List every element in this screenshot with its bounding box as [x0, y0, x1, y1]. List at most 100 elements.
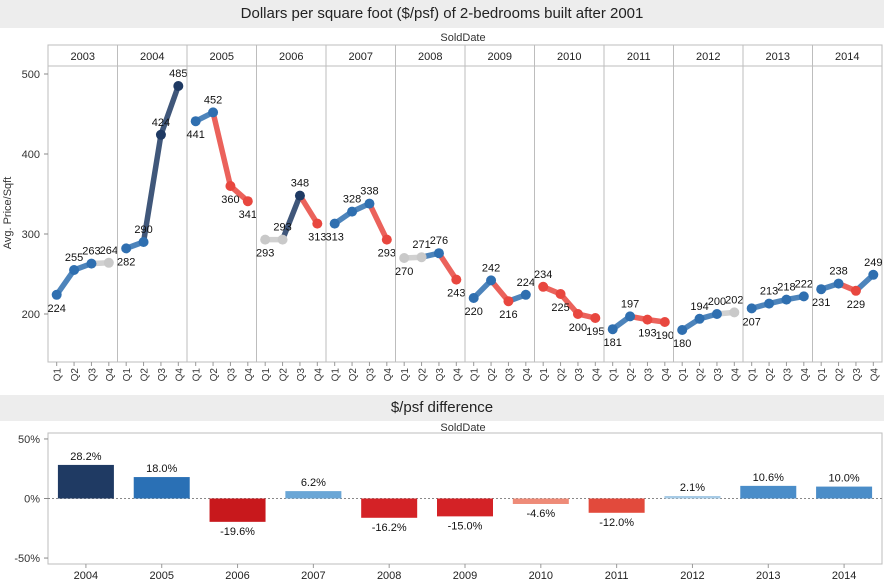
- bar: [57, 464, 114, 499]
- data-label: 452: [204, 94, 222, 106]
- year-header: 2012: [696, 51, 720, 63]
- data-point: [242, 196, 253, 207]
- quarter-label: Q4: [383, 368, 394, 382]
- data-label: 193: [638, 328, 656, 340]
- data-point: [816, 284, 827, 295]
- quarter-label: Q1: [261, 368, 272, 382]
- bar-category-label: 2014: [832, 570, 856, 582]
- data-label: 313: [308, 232, 326, 244]
- data-point: [312, 218, 323, 229]
- data-point: [607, 324, 618, 335]
- data-point: [486, 275, 497, 286]
- data-point: [103, 257, 114, 268]
- data-label: 216: [499, 309, 517, 321]
- data-label: 243: [447, 288, 465, 300]
- bar-value-label: -15.0%: [448, 520, 483, 532]
- y-axis-label: Avg. Price/Sqft: [2, 177, 14, 250]
- quarter-label: Q1: [748, 368, 759, 382]
- data-point: [381, 234, 392, 245]
- data-label: 485: [169, 68, 187, 80]
- bar-value-label: 18.0%: [146, 463, 177, 475]
- quarter-label: Q3: [157, 368, 168, 382]
- year-header: 2004: [140, 51, 164, 63]
- data-point: [208, 107, 219, 118]
- quarter-label: Q1: [470, 368, 481, 382]
- quarter-label: Q2: [140, 368, 151, 382]
- quarter-label: Q4: [591, 368, 602, 382]
- data-point: [711, 309, 722, 319]
- data-point: [225, 181, 236, 191]
- data-point: [850, 285, 861, 296]
- bar: [588, 498, 645, 513]
- quarter-label: Q4: [522, 368, 533, 382]
- data-label: 264: [100, 245, 118, 257]
- data-point: [433, 248, 444, 259]
- bar: [740, 485, 797, 499]
- bar-y-tick-label: -50%: [14, 553, 40, 565]
- bar-value-label: 10.0%: [828, 473, 859, 485]
- data-label: 200: [708, 296, 726, 308]
- data-label: 360: [221, 194, 239, 206]
- bar-category-label: 2009: [453, 570, 477, 582]
- quarter-label: Q3: [365, 368, 376, 382]
- year-header: 2005: [210, 51, 234, 63]
- data-label: 195: [586, 326, 604, 338]
- data-label: 271: [412, 239, 430, 251]
- bar: [209, 498, 266, 522]
- quarter-label: Q2: [279, 368, 290, 382]
- data-label: 229: [847, 299, 865, 311]
- bar-category-label: 2006: [225, 570, 249, 582]
- data-point: [51, 289, 62, 300]
- data-point: [347, 206, 358, 217]
- quarter-label: Q1: [53, 368, 64, 382]
- data-label: 224: [48, 303, 66, 315]
- quarter-label: Q1: [539, 368, 550, 382]
- bar-value-label: -4.6%: [526, 508, 555, 520]
- bar-value-label: -12.0%: [599, 517, 634, 529]
- data-label: 238: [829, 266, 847, 278]
- data-point: [364, 198, 375, 209]
- data-point: [729, 307, 740, 318]
- data-point: [520, 289, 531, 300]
- data-point: [572, 309, 583, 319]
- data-point: [694, 313, 705, 324]
- quarter-label: Q2: [557, 368, 568, 382]
- data-label: 225: [551, 302, 569, 314]
- data-label: 197: [621, 298, 639, 310]
- quarter-label: Q2: [348, 368, 359, 382]
- bottom-column-header: SoldDate: [440, 422, 485, 434]
- data-point: [764, 298, 775, 309]
- quarter-label: Q2: [487, 368, 498, 382]
- data-point: [294, 190, 305, 201]
- data-point: [399, 253, 410, 263]
- data-point: [833, 278, 844, 289]
- chart-title: Dollars per square foot ($/psf) of 2-bed…: [240, 5, 644, 22]
- series-segment: [436, 250, 460, 283]
- data-label: 207: [743, 316, 761, 328]
- year-header: 2006: [279, 51, 303, 63]
- data-point: [503, 296, 514, 307]
- quarter-label: Q2: [765, 368, 776, 382]
- data-point: [329, 218, 340, 229]
- bar-y-tick-label: 50%: [18, 434, 40, 446]
- quarter-label: Q1: [817, 368, 828, 382]
- data-label: 202: [725, 294, 743, 306]
- data-label: 276: [430, 235, 448, 247]
- bar-category-label: 2013: [756, 570, 780, 582]
- data-label: 293: [273, 222, 291, 234]
- year-header: 2003: [71, 51, 95, 63]
- data-label: 290: [134, 224, 152, 236]
- quarter-label: Q1: [678, 368, 689, 382]
- data-point: [138, 237, 149, 247]
- bar-value-label: 10.6%: [753, 472, 784, 484]
- data-label: 180: [673, 338, 691, 350]
- data-label: 231: [812, 297, 830, 309]
- quarter-label: Q4: [800, 368, 811, 382]
- data-label: 255: [65, 252, 83, 264]
- data-label: 249: [864, 257, 882, 269]
- data-label: 328: [343, 194, 361, 206]
- data-point: [746, 303, 757, 314]
- bar: [816, 486, 873, 499]
- data-point: [625, 311, 636, 322]
- bar-category-label: 2004: [74, 570, 98, 582]
